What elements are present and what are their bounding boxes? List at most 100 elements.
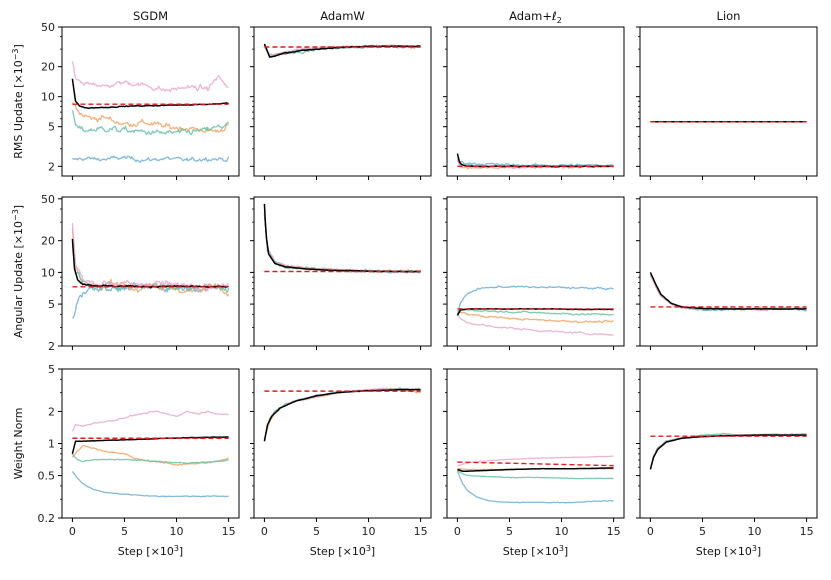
series-group [71, 61, 230, 164]
mean-line [71, 436, 229, 455]
series-group [456, 285, 614, 336]
axes-frame [446, 196, 625, 347]
axes-frame [253, 26, 432, 177]
series-line-blue [649, 433, 807, 469]
axes-frame [639, 196, 818, 347]
series-line-pink [71, 222, 230, 291]
x-tick-label: 0 [261, 525, 268, 538]
y-tick-label: 2 [48, 405, 55, 418]
series-line-green [649, 274, 807, 312]
x-tick-label: 5 [121, 525, 128, 538]
x-tick-label: 0 [69, 525, 76, 538]
y-tick-label: 5 [48, 121, 55, 134]
series-group [263, 203, 422, 274]
mean-line [649, 272, 807, 310]
series-line-pink [71, 61, 229, 93]
series-line-blue [263, 214, 422, 274]
panel-sgdm-row-0: 2 5 10 20 50 [41, 21, 240, 180]
mean-line [263, 203, 421, 273]
row-ylabel-2: Weight Norm [12, 408, 25, 480]
x-tick-label: 5 [506, 525, 513, 538]
series-line-orange [71, 102, 229, 134]
reference-line [457, 461, 614, 467]
y-tick-label: 0.2 [38, 512, 56, 525]
x-tick-label: 15 [607, 525, 621, 538]
x-tick-label: 15 [800, 525, 814, 538]
panel-adamw-row-0 [250, 26, 432, 180]
panel-adamw-row-2: 0 5 10 15 Step [×103] [250, 368, 432, 558]
series-group [263, 387, 421, 442]
y-tick-label: 5 [48, 298, 55, 311]
y-tick-label: 10 [41, 91, 55, 104]
axes-frame [446, 26, 625, 177]
column-title-1: AdamW [320, 9, 365, 23]
series-line-pink [456, 313, 614, 336]
y-tick-label: 10 [41, 266, 55, 279]
axes-frame [446, 368, 625, 519]
axes-frame [253, 196, 432, 347]
series-line-orange [263, 387, 421, 440]
series-line-orange [649, 433, 807, 470]
axes-frame [639, 26, 818, 177]
mean-line [457, 467, 614, 473]
axes-frame [639, 368, 818, 519]
series-group [456, 455, 614, 504]
x-axis-label: Step [×103] [696, 544, 761, 558]
panel-sgdm-row-1: 2 5 10 20 50 [41, 193, 240, 353]
row-ylabel-0: RMS Update [×10−3] [11, 44, 25, 159]
series-line-pink [263, 387, 421, 440]
series-line-blue [456, 470, 614, 504]
x-tick-label: 5 [313, 525, 320, 538]
series-line-pink [263, 210, 421, 274]
series-line-green [649, 432, 807, 469]
series-group [71, 410, 229, 498]
series-line-orange [457, 310, 614, 324]
x-tick-label: 5 [699, 525, 706, 538]
y-tick-label: 20 [41, 61, 55, 74]
y-tick-label: 1 [48, 438, 55, 451]
x-tick-label: 0 [454, 525, 461, 538]
series-line-blue [71, 471, 229, 498]
panel-lion-row-1 [636, 196, 818, 350]
panel-adam-2-row-0 [443, 26, 625, 180]
x-tick-label: 10 [170, 525, 184, 538]
series-group [649, 432, 807, 470]
panel-adam-2-row-1 [443, 196, 625, 350]
mean-line [649, 434, 807, 470]
series-group [71, 222, 230, 319]
panel-lion-row-2: 0 5 10 15 Step [×103] [636, 368, 818, 558]
x-tick-label: 15 [222, 525, 236, 538]
series-line-pink [457, 455, 614, 467]
y-tick-label: 2 [48, 340, 55, 353]
axes-frame [61, 196, 240, 347]
column-title-2: Adam+ℓ2 [509, 9, 562, 25]
series-line-green [457, 469, 614, 480]
panel-sgdm-row-2: 0 5 10 15 0.2 0.5 1 2 5 Step [×103] [38, 363, 240, 558]
series-line-green [263, 213, 421, 274]
x-axis-label: Step [×103] [503, 544, 568, 558]
series-line-blue [456, 285, 614, 315]
x-axis-label: Step [×103] [310, 544, 375, 558]
axes-frame [61, 26, 240, 177]
column-title-0: SGDM [133, 9, 168, 23]
x-tick-label: 0 [647, 525, 654, 538]
mean-line [263, 388, 421, 442]
y-tick-label: 2 [48, 160, 55, 173]
panel-lion-row-0 [636, 26, 818, 180]
panel-adam-2-row-2: 0 5 10 15 Step [×103] [443, 368, 625, 558]
panel-adamw-row-1 [250, 196, 432, 350]
series-line-green [71, 109, 230, 136]
series-line-green [263, 387, 421, 440]
row-ylabel-1: Angular Update [×10−3] [11, 205, 25, 338]
y-tick-label: 50 [41, 21, 55, 34]
series-line-blue [263, 388, 421, 440]
y-tick-label: 5 [48, 363, 55, 376]
series-line-orange [263, 213, 421, 274]
column-title-3: Lion [717, 9, 741, 23]
y-tick-label: 50 [41, 193, 55, 206]
series-group [263, 43, 421, 59]
mean-line [263, 43, 421, 58]
x-tick-label: 10 [362, 525, 376, 538]
series-line-green [457, 307, 614, 316]
